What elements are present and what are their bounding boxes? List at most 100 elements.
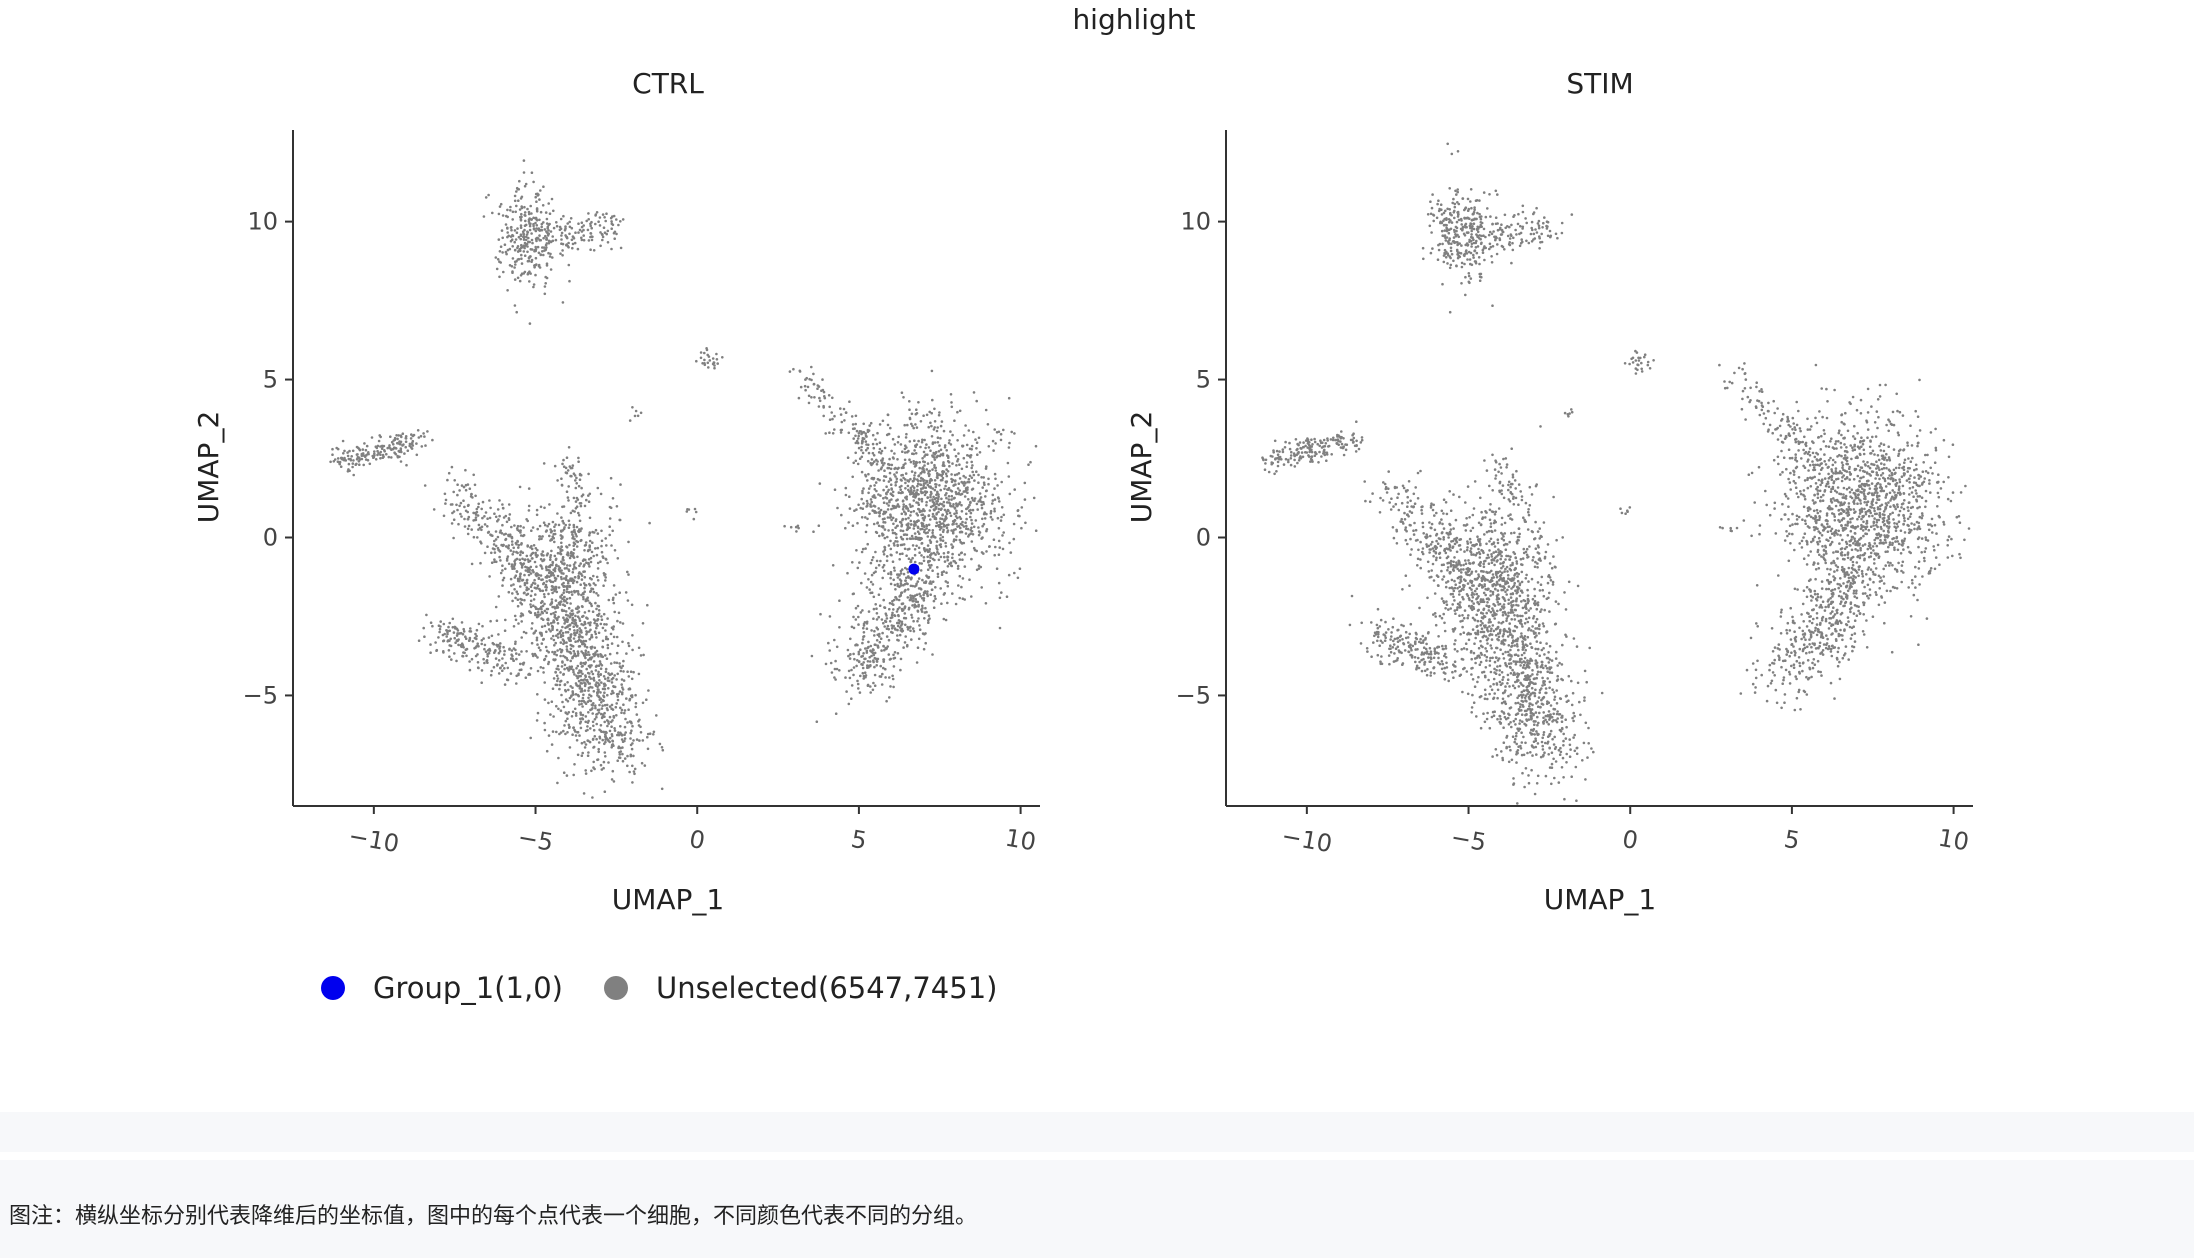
unselected-point [1803,519,1807,522]
unselected-point [590,708,593,711]
unselected-point [993,428,996,431]
unselected-point [884,475,888,479]
unselected-point [437,636,440,639]
unselected-point [856,659,859,662]
unselected-point [898,558,901,561]
unselected-point [913,524,916,527]
unselected-point [451,617,455,621]
unselected-point [470,562,474,566]
unselected-point [564,225,567,228]
unselected-point [854,606,858,610]
unselected-point [408,442,412,446]
unselected-point [587,719,590,723]
unselected-point [597,750,600,754]
unselected-point [570,590,573,594]
unselected-point [564,523,567,527]
unselected-point [565,553,569,556]
unselected-point [610,734,614,738]
unselected-point [1865,573,1868,576]
unselected-point [1791,523,1794,526]
unselected-point [868,660,872,663]
unselected-point [909,460,913,464]
unselected-point [589,677,593,680]
unselected-point [585,667,588,671]
unselected-point [546,568,550,572]
unselected-point [545,529,548,532]
unselected-point [497,212,501,216]
unselected-point [1814,577,1817,581]
unselected-point [906,479,910,482]
unselected-point [907,488,910,492]
unselected-point [573,576,577,579]
unselected-point [875,639,879,642]
unselected-point [534,245,537,249]
unselected-point [932,451,935,455]
unselected-point [619,483,622,486]
unselected-point [593,646,597,649]
unselected-point [542,521,546,524]
unselected-point [705,348,709,352]
unselected-point [1853,568,1856,571]
unselected-point [578,619,582,622]
unselected-point [865,649,869,653]
unselected-point [958,574,962,578]
unselected-point [913,449,916,452]
unselected-point [558,732,561,736]
unselected-point [908,416,912,420]
unselected-point [904,566,907,570]
unselected-point [569,685,572,688]
unselected-point [795,530,798,533]
unselected-point [477,502,481,506]
unselected-point [866,660,870,663]
unselected-point [355,445,359,449]
unselected-point [1958,521,1962,524]
unselected-point [588,533,591,537]
unselected-point [878,632,881,636]
unselected-point [520,195,524,199]
unselected-point [583,620,586,624]
unselected-point [594,547,597,550]
unselected-point [547,571,551,575]
unselected-point [917,493,920,496]
unselected-point [984,489,988,493]
unselected-point [551,650,554,654]
unselected-point [921,457,924,460]
unselected-point [855,664,858,668]
unselected-point [586,671,590,675]
unselected-point [628,770,631,774]
unselected-point [566,469,570,472]
unselected-point [529,204,532,208]
unselected-point [941,476,945,480]
unselected-point [929,495,932,499]
unselected-point [501,564,504,567]
unselected-point [568,579,571,582]
unselected-point [891,437,895,441]
unselected-point [589,222,592,226]
unselected-point [946,601,949,605]
unselected-point [583,586,586,590]
unselected-point [562,588,566,592]
unselected-point [900,512,904,516]
unselected-point [896,584,900,588]
unselected-point [552,226,556,230]
unselected-point [579,720,583,723]
unselected-point [1864,592,1867,595]
unselected-point [591,796,594,799]
unselected-point [535,508,539,512]
unselected-point [1875,467,1878,470]
unselected-point [577,511,580,515]
group1-point[interactable] [908,563,920,575]
unselected-point [840,513,843,517]
unselected-point [590,769,593,773]
unselected-point [520,636,523,639]
unselected-point [594,651,597,654]
unselected-point [530,212,533,215]
unselected-point [543,292,547,296]
unselected-point [426,430,429,433]
unselected-point [493,651,496,654]
unselected-point [507,517,511,520]
unselected-point [954,483,957,486]
unselected-point [525,581,529,585]
unselected-point [875,463,879,466]
unselected-point [505,252,508,256]
